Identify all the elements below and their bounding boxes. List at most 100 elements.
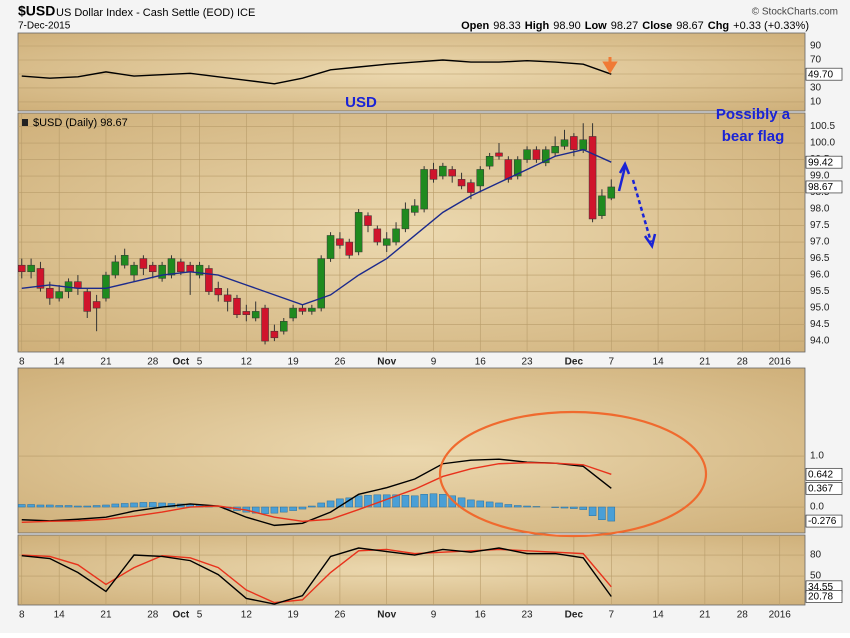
y-tick-label: 95.5 — [810, 286, 830, 297]
histogram-bar — [588, 506, 597, 516]
histogram-bar — [280, 506, 288, 513]
annotation: Possibly a — [716, 106, 791, 123]
histogram-bar — [289, 506, 297, 511]
date: 7-Dec-2015 — [18, 21, 71, 32]
candle-body — [532, 149, 541, 160]
histogram-bar — [130, 502, 138, 508]
histogram-bar — [570, 506, 578, 509]
quote: Open 98.33 High 98.90 Low 98.27 Close 98.67 Chg +… — [461, 20, 809, 32]
quote-label: Open — [461, 20, 489, 32]
histogram-bar — [392, 494, 400, 508]
quote-label: High — [525, 20, 550, 32]
candle-body — [298, 307, 307, 312]
candle-body — [111, 261, 120, 276]
candle-body — [588, 136, 597, 220]
credit: © StockCharts.com — [752, 7, 838, 18]
value-box — [805, 155, 843, 169]
x-tick-label: 8 — [19, 357, 25, 368]
x-tick-label: Oct — [172, 357, 189, 368]
panel — [17, 367, 806, 534]
y-tick-label: 97.0 — [810, 237, 830, 248]
value-box-label: -0.276 — [808, 516, 837, 527]
histogram-bar — [429, 493, 438, 508]
x-tick-label: 7 — [609, 610, 615, 621]
histogram-bar — [485, 501, 494, 508]
candle-body — [411, 205, 419, 213]
legend: $USD (Daily) 98.67 — [33, 117, 128, 129]
candle-body — [46, 288, 54, 299]
x-tick-label: 14 — [653, 357, 665, 368]
candle-body — [504, 159, 513, 180]
histogram-bar — [83, 505, 91, 508]
series-line — [21, 59, 612, 85]
candle-body — [158, 264, 166, 279]
candle-body — [542, 149, 550, 164]
x-tick-label: 21 — [100, 610, 112, 621]
panel — [17, 32, 806, 112]
y-tick-label: 50 — [810, 571, 822, 582]
candle-body — [495, 152, 503, 157]
value-box — [805, 590, 843, 603]
candle-body — [130, 264, 138, 276]
candle-body — [27, 264, 35, 273]
histogram-bar — [373, 494, 382, 508]
candle-body — [382, 238, 391, 246]
x-tick-label: 7 — [609, 357, 615, 368]
candle-body — [354, 212, 363, 253]
histogram-bar — [111, 503, 120, 508]
histogram-bar — [120, 503, 129, 508]
histogram-bar — [326, 500, 335, 508]
candle-body — [457, 179, 466, 187]
x-tick-label: 21 — [699, 357, 711, 368]
value-box-label: 20.78 — [808, 592, 833, 603]
quote-value: 98.90 — [553, 20, 581, 32]
candle-body — [364, 215, 372, 226]
histogram-bar — [336, 498, 344, 508]
x-tick-label: 12 — [241, 357, 253, 368]
histogram-bar — [401, 495, 410, 508]
x-tick-label: 9 — [431, 357, 437, 368]
candle-body — [570, 136, 578, 150]
candle-body — [92, 301, 101, 309]
histogram-bar — [560, 506, 569, 509]
candle-body — [308, 307, 316, 312]
value-box — [805, 467, 843, 481]
histogram-bar — [551, 506, 559, 508]
candle-body — [485, 155, 494, 167]
x-tick-label: 28 — [737, 357, 749, 368]
legend-icon — [22, 119, 28, 126]
x-tick-label: 16 — [475, 610, 487, 621]
histogram-bar — [467, 499, 475, 508]
histogram-bar — [354, 495, 363, 508]
down-arrow — [631, 179, 653, 243]
value-box-label: 99.42 — [808, 157, 833, 168]
x-tick-label: 14 — [54, 610, 66, 621]
histogram-bar — [598, 506, 606, 521]
x-tick-label: 14 — [653, 610, 665, 621]
candle-body — [149, 264, 157, 273]
histogram-bar — [92, 505, 101, 508]
candle-body — [373, 228, 382, 243]
y-tick-label: 95.0 — [810, 303, 830, 314]
annotation: USD — [345, 94, 377, 111]
panel — [17, 534, 806, 606]
y-tick-label: 30 — [810, 83, 822, 94]
histogram-bar — [55, 505, 63, 508]
candle-body — [186, 264, 194, 273]
y-tick-label: 96.5 — [810, 253, 830, 264]
candle-body — [467, 182, 475, 193]
quote-label: Close — [642, 20, 672, 32]
annotation: bear flag — [722, 128, 785, 145]
x-tick-label: 2016 — [769, 357, 792, 368]
histogram-bar — [64, 505, 73, 508]
y-tick-label: 98.0 — [810, 204, 830, 215]
x-tick-label: 21 — [699, 610, 711, 621]
candle-body — [177, 261, 185, 273]
candle-body — [523, 149, 531, 160]
histogram-bar — [439, 494, 447, 508]
x-tick-label: Oct — [172, 610, 189, 621]
histogram-bar — [46, 504, 54, 508]
x-tick-label: 28 — [147, 610, 159, 621]
candle-body — [223, 294, 232, 302]
candle-body — [102, 274, 110, 299]
